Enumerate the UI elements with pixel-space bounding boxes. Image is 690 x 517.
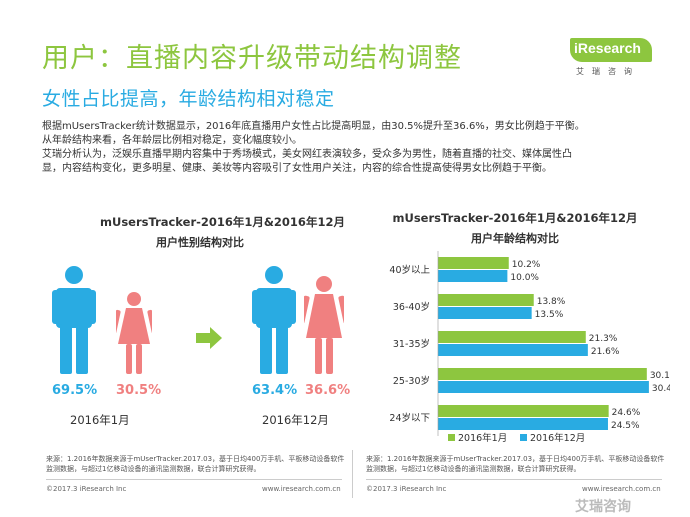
bar-value-label: 13.5% — [535, 310, 564, 320]
date-jan: 2016年1月 — [70, 413, 130, 427]
bar-value-label: 24.6% — [612, 408, 641, 418]
category-label: 36-40岁 — [393, 301, 430, 313]
logo-bar — [570, 38, 652, 62]
bar-dec — [438, 270, 508, 282]
age-chart-title: mUsersTracker-2016年1月&2016年12月 — [393, 211, 638, 225]
male-pct-jan: 69.5% — [52, 383, 98, 398]
bar-value-label: 30.4% — [652, 384, 670, 394]
date-dec: 2016年12月 — [262, 413, 329, 427]
copyright-right: ©2017.3 iResearch Inc — [366, 485, 447, 493]
female-person-icon — [116, 292, 152, 374]
category-label: 24岁以下 — [389, 412, 430, 424]
bar-dec — [438, 344, 588, 356]
bar-value-label: 24.5% — [611, 421, 640, 431]
female-pct-dec: 36.6% — [305, 383, 351, 398]
copyright-left: ©2017.3 iResearch Inc — [46, 485, 127, 493]
bar-jan — [438, 294, 534, 306]
bar-value-label: 10.0% — [510, 273, 539, 283]
age-chart-subtitle: 用户年龄结构对比 — [471, 231, 559, 245]
female-person-icon — [304, 276, 344, 374]
page-title: 用户：直播内容升级带动结构调整 — [42, 43, 462, 74]
male-pct-dec: 63.4% — [252, 383, 298, 398]
gender-chart-subtitle: 用户性别结构对比 — [156, 236, 244, 249]
gender-chart-title: mUsersTracker-2016年1月&2016年12月 — [100, 215, 345, 229]
iresearch-logo: iResearch 艾瑞咨询 — [570, 38, 652, 82]
male-person-icon — [52, 266, 96, 374]
bar-jan — [438, 405, 609, 417]
bar-dec — [438, 418, 608, 430]
female-pct-jan: 30.5% — [116, 383, 162, 398]
legend-label: 2016年1月 — [458, 432, 507, 444]
intro-text: 根据mUsersTracker统计数据显示，2016年底直播用户女性占比提高明显… — [42, 120, 662, 176]
page-subtitle: 女性占比提高，年龄结构相对稳定 — [42, 88, 335, 110]
footer-divider — [366, 479, 662, 480]
category-label: 25-30岁 — [393, 375, 430, 387]
logo-subtext: 艾瑞咨询 — [576, 67, 640, 76]
arrow-right-icon — [196, 327, 222, 349]
intro-line: 从年龄结构来看，各年龄层比例相对稳定，变化幅度较小。 — [42, 135, 302, 146]
intro-line: 显，内容结构变化，更多明星、健康、美妆等内容吸引了女性用户关注，内容的综合性提高… — [42, 163, 552, 174]
logo-text: iResearch — [574, 40, 641, 56]
category-label: 31-35岁 — [393, 338, 430, 350]
bar-jan — [438, 257, 509, 269]
male-person-icon — [252, 266, 296, 374]
source-note-right: 来源：1.2016年数据来源于mUserTracker.2017.03，基于日均… — [366, 455, 665, 473]
intro-line: 艾瑞分析认为，泛娱乐直播早期内容集中于秀场模式，美女网红表演较多，受众多为男性，… — [42, 149, 572, 160]
legend-swatch — [448, 434, 455, 441]
website-right: www.iresearch.com.cn — [582, 485, 661, 493]
bar-value-label: 21.3% — [589, 334, 618, 344]
age-bar-chart: mUsersTracker-2016年1月&2016年12月 用户年龄结构对比 … — [389, 211, 670, 444]
source-note-left: 来源：1.2016年数据来源于mUserTracker.2017.03，基于日均… — [46, 455, 345, 473]
footer-divider-vertical — [352, 450, 353, 498]
intro-line: 根据mUsersTracker统计数据显示，2016年底直播用户女性占比提高明显… — [42, 121, 585, 132]
bar-jan — [438, 368, 647, 380]
bar-value-label: 21.6% — [591, 347, 620, 357]
bar-dec — [438, 307, 532, 319]
watermark: 艾瑞咨询 — [575, 499, 631, 515]
legend-swatch — [520, 434, 527, 441]
legend-label: 2016年12月 — [530, 432, 585, 444]
footer-divider — [46, 479, 342, 480]
bar-jan — [438, 331, 586, 343]
bar-value-label: 13.8% — [537, 297, 566, 307]
bar-value-label: 30.1% — [650, 371, 670, 381]
category-label: 40岁以上 — [389, 264, 430, 276]
website-left: www.iresearch.com.cn — [262, 485, 341, 493]
bar-dec — [438, 381, 649, 393]
bar-value-label: 10.2% — [512, 260, 541, 270]
